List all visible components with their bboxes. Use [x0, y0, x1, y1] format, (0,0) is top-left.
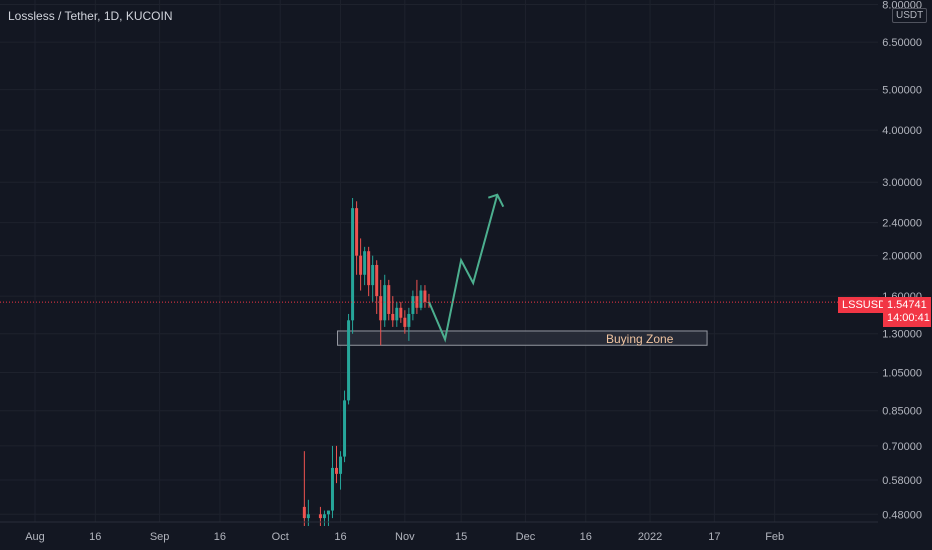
price-axis: 8.00000 6.50000 5.00000 4.00000 3.00000 2.400… [878, 0, 932, 550]
price-tick-label: 1.05000 [882, 367, 922, 379]
price-tick-label: 3.00000 [882, 177, 922, 189]
candle-body [335, 467, 338, 474]
current-price-label: 1.54741 14:00:41 [883, 297, 931, 327]
time-tick-label: 16 [89, 531, 101, 543]
candle-body [351, 208, 355, 321]
candle-body [379, 296, 383, 321]
price-tick-label: 0.70000 [882, 441, 922, 453]
price-tick-label: 5.00000 [882, 85, 922, 97]
time-tick-label: 16 [334, 531, 346, 543]
bar-countdown: 14:00:41 [887, 312, 930, 324]
candle-body [423, 290, 427, 302]
candle-body [367, 251, 371, 286]
candle-body [343, 400, 347, 457]
buying-zone-box [337, 330, 708, 346]
candle-body [330, 467, 334, 511]
time-tick-label: Sep [150, 531, 170, 543]
candles [302, 197, 431, 526]
price-tick-label: 4.00000 [882, 125, 922, 137]
time-tick-label: Aug [25, 531, 45, 543]
price-tick-label: 6.50000 [882, 37, 922, 49]
candle-body [318, 514, 322, 519]
price-tick-label: 0.85000 [882, 406, 922, 418]
candle-body [306, 514, 310, 519]
price-axis-bg [878, 0, 932, 550]
candle-body [355, 208, 359, 256]
candle-body [363, 251, 367, 275]
time-tick-label: Dec [516, 531, 536, 543]
candle-body [387, 285, 391, 314]
price-tick-label: 1.30000 [882, 329, 922, 341]
candle-body [359, 255, 363, 275]
arrow-head [487, 193, 505, 208]
candle-body [395, 307, 399, 321]
grid [0, 0, 878, 522]
candle-body [371, 264, 375, 286]
buying-zone-label: Buying Zone [606, 332, 674, 346]
candle-body [383, 285, 387, 321]
time-tick-label: 17 [708, 531, 720, 543]
candle-body [375, 264, 379, 297]
time-axis: Aug 16 Sep 16 Oct 16 Nov 15 Dec 16 2022 17 Feb [0, 521, 878, 543]
time-tick-label: 15 [455, 531, 467, 543]
candle-body [391, 313, 395, 321]
projection-path [428, 194, 499, 343]
time-tick-label: Feb [765, 531, 784, 543]
projection-arrow [428, 193, 505, 343]
candle-body [399, 307, 403, 318]
time-tick-label: Nov [395, 531, 415, 543]
candle-body [415, 296, 419, 308]
symbol-price-label: LSSUSDT [838, 297, 897, 313]
price-tick-label: 2.40000 [882, 218, 922, 230]
price-tick-label: 0.48000 [882, 509, 922, 521]
time-tick-label: 2022 [638, 531, 662, 543]
candle-body [322, 514, 326, 519]
time-tick-label: Oct [272, 531, 289, 543]
chart-title: Lossless / Tether, 1D, KUCOIN [8, 9, 173, 23]
time-tick-label: 16 [580, 531, 592, 543]
currency-unit-badge[interactable]: USDT [892, 8, 928, 23]
candle-body [347, 320, 351, 401]
buying-zone [337, 330, 708, 346]
current-price-value: 1.54741 [887, 299, 927, 311]
candle-body [419, 290, 423, 308]
price-tick-label: 2.00000 [882, 251, 922, 263]
time-tick-label: 16 [214, 531, 226, 543]
candle-body [326, 510, 330, 515]
price-tick-label: 0.58000 [882, 475, 922, 487]
candle-body [407, 313, 411, 327]
candle-body [411, 296, 415, 314]
candle-body [403, 317, 407, 327]
price-tick-label: 8.00000 [882, 0, 922, 11]
candle-body [339, 456, 343, 474]
candle-body [302, 506, 306, 519]
